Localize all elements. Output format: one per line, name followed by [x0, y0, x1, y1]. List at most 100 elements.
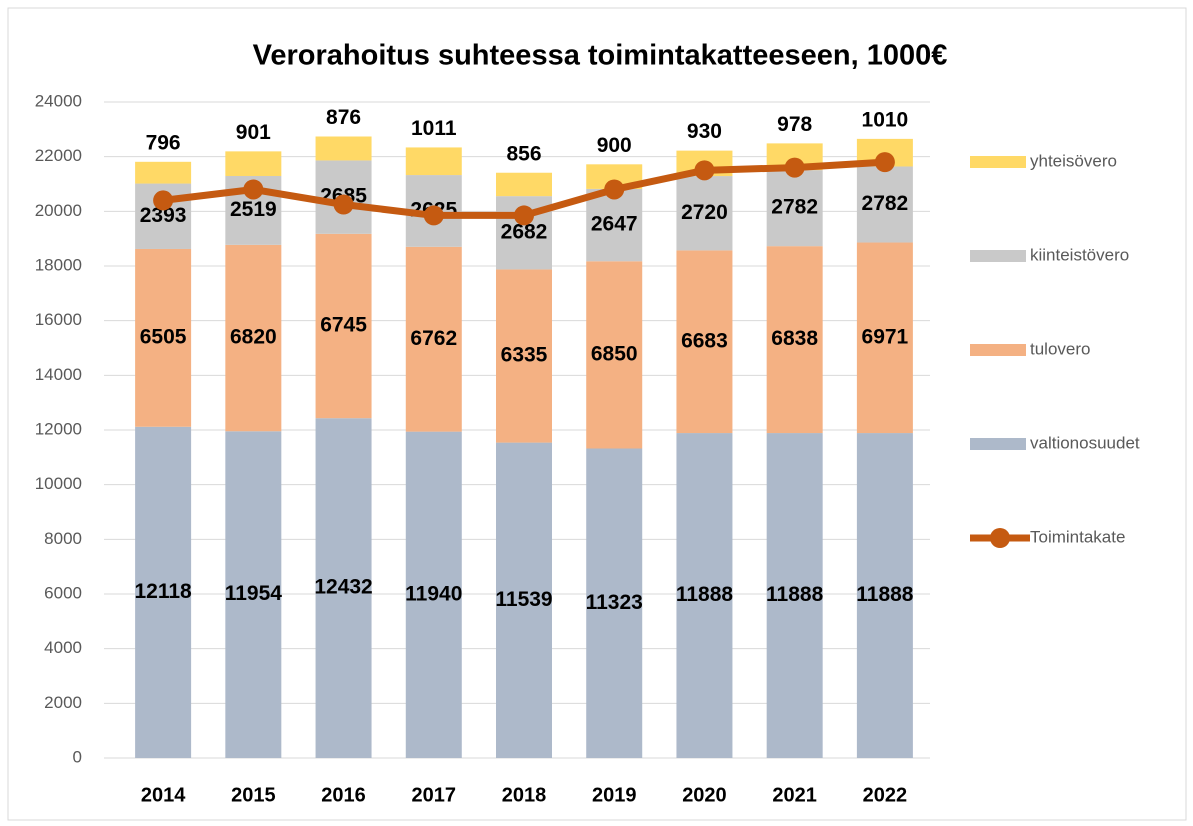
x-tick-label: 2018 [502, 784, 547, 806]
y-tick-label: 16000 [35, 310, 82, 329]
y-tick-label: 2000 [44, 693, 82, 712]
legend-label: valtionosuudet [1030, 433, 1140, 452]
data-label: 6762 [410, 327, 457, 350]
y-tick-label: 20000 [35, 201, 82, 220]
data-label: 6335 [501, 344, 548, 367]
data-label: 796 [146, 131, 181, 154]
data-label: 6971 [862, 325, 909, 348]
data-label: 901 [236, 121, 271, 144]
y-tick-label: 0 [73, 747, 82, 766]
line-marker [423, 205, 444, 226]
y-tick-label: 10000 [35, 474, 82, 493]
bar-segment [676, 433, 733, 758]
legend-label: Toimintakate [1030, 527, 1125, 546]
data-label: 6745 [320, 314, 367, 337]
line-marker [153, 190, 174, 211]
bar-segment [766, 170, 823, 247]
data-label: 11323 [586, 591, 643, 614]
y-tick-label: 24000 [35, 91, 82, 110]
chart-title: Verorahoitus suhteessa toimintakatteesee… [253, 40, 948, 72]
data-label: 11954 [225, 582, 283, 605]
line-marker [874, 152, 895, 173]
bar-segment [405, 147, 462, 176]
data-label: 2782 [771, 196, 818, 219]
legend-label: kiinteistövero [1030, 245, 1129, 264]
data-label: 978 [777, 113, 812, 136]
data-label: 11940 [405, 582, 462, 605]
line-marker [604, 179, 625, 200]
data-label: 11888 [676, 583, 734, 606]
bar-segment [586, 261, 643, 449]
bar-segment [135, 426, 192, 758]
data-label: 1011 [411, 117, 457, 140]
bar-segment [225, 431, 282, 758]
x-tick-label: 2022 [863, 784, 908, 806]
data-label: 11539 [495, 588, 552, 611]
x-tick-label: 2015 [231, 784, 276, 806]
bar-segment [676, 176, 733, 251]
data-label: 856 [506, 142, 541, 165]
line-marker [243, 179, 264, 200]
bar-segment [496, 269, 552, 443]
y-tick-label: 22000 [35, 146, 82, 165]
bar-segment [315, 418, 372, 758]
bar-segment [225, 151, 282, 176]
line-marker [514, 205, 534, 226]
bar-segment [586, 448, 643, 758]
data-label: 6820 [230, 326, 277, 349]
data-label: 6838 [771, 327, 818, 350]
data-label: 900 [597, 134, 632, 157]
data-label: 2720 [681, 201, 728, 224]
data-label: 876 [326, 106, 361, 129]
data-label: 2647 [591, 213, 638, 236]
bar-segment [586, 188, 643, 262]
x-tick-label: 2017 [412, 784, 457, 806]
data-label: 1010 [862, 108, 909, 131]
bar-segment [405, 246, 462, 432]
bar-segment [225, 244, 282, 432]
bar-segment [135, 248, 192, 427]
bar-segment [135, 161, 192, 184]
bar-segment [856, 166, 913, 243]
bar-segment [856, 433, 913, 758]
legend-swatch [970, 156, 1026, 168]
data-label: 2782 [862, 192, 909, 215]
y-tick-label: 12000 [35, 419, 82, 438]
y-tick-label: 4000 [44, 638, 82, 657]
x-tick-label: 2020 [682, 784, 727, 806]
data-label: 930 [687, 120, 722, 143]
y-tick-label: 18000 [35, 255, 82, 274]
bar-segment [315, 233, 372, 419]
y-tick-label: 8000 [44, 529, 82, 548]
bar-segment [496, 172, 552, 197]
legend-swatch [970, 344, 1026, 356]
bar-segment [405, 431, 462, 758]
bar-segment [856, 242, 913, 434]
bar-segment [766, 246, 823, 434]
data-label: 2519 [230, 198, 277, 221]
data-label: 11888 [856, 583, 914, 606]
bar-segment [676, 250, 733, 434]
data-label: 2682 [501, 220, 548, 243]
x-tick-label: 2016 [321, 784, 366, 806]
line-marker [694, 160, 715, 181]
legend-swatch [970, 250, 1026, 262]
legend-label: tulovero [1030, 339, 1090, 358]
legend-swatch [990, 528, 1010, 548]
bar-segment [766, 433, 823, 758]
y-tick-label: 14000 [35, 365, 82, 384]
line-marker [784, 157, 805, 178]
data-label: 6505 [140, 325, 187, 348]
data-label: 12118 [134, 580, 192, 603]
data-label: 6850 [591, 342, 638, 365]
data-label: 6683 [681, 329, 728, 352]
x-tick-label: 2014 [141, 784, 186, 806]
x-tick-label: 2019 [592, 784, 637, 806]
y-tick-label: 6000 [44, 583, 82, 602]
legend-label: yhteisövero [1030, 151, 1117, 170]
x-tick-label: 2021 [772, 784, 817, 806]
data-label: 11888 [766, 583, 824, 606]
data-label: 2393 [140, 204, 187, 227]
data-label: 12432 [314, 576, 372, 599]
